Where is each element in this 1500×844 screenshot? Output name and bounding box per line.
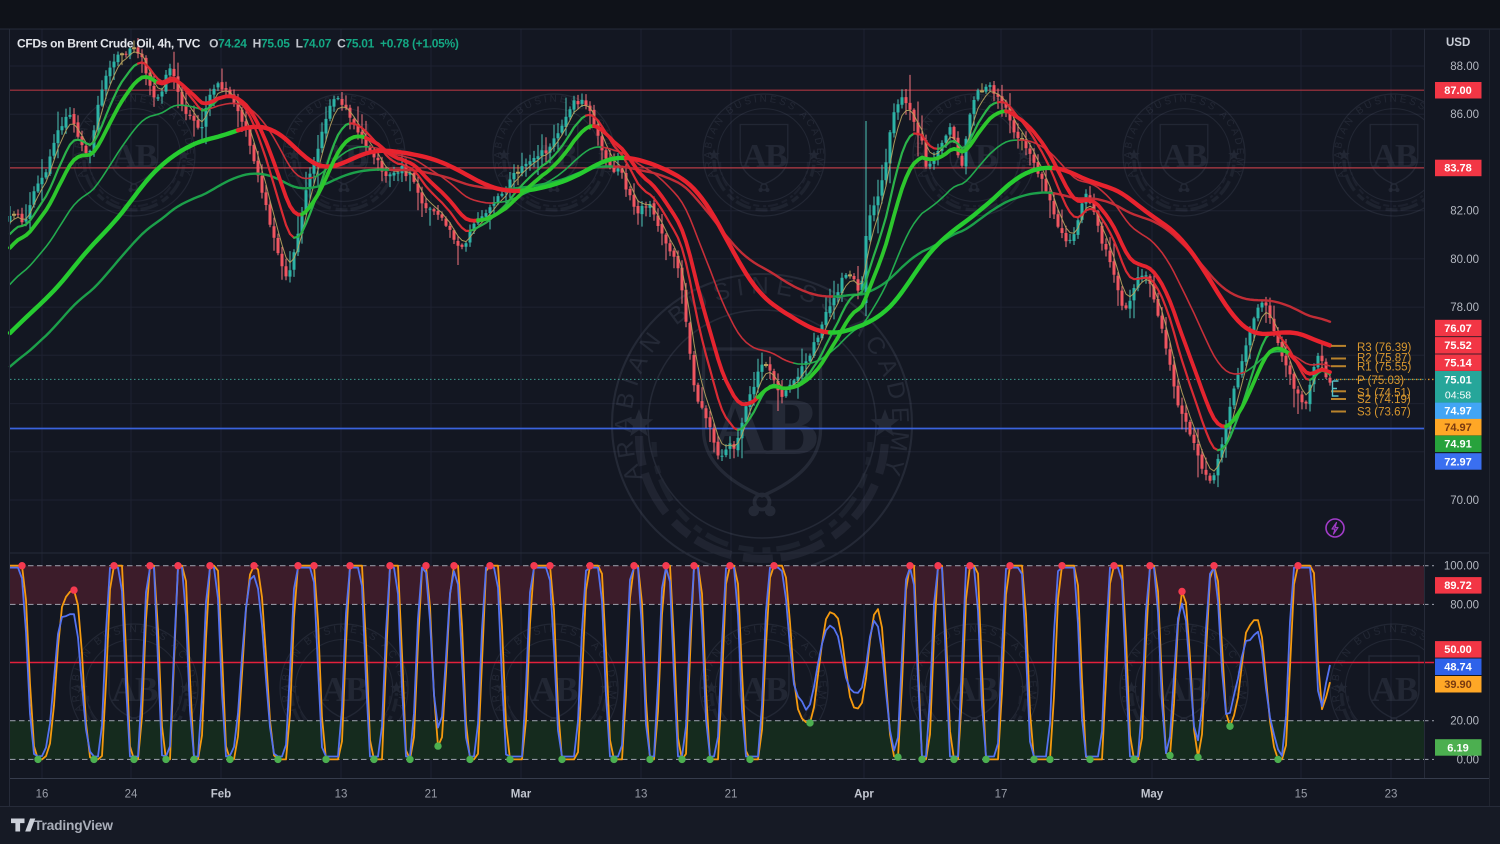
svg-text:24: 24 [125,789,138,801]
svg-text:13: 13 [335,789,348,801]
svg-text:AB: AB [1372,138,1417,175]
svg-text:15: 15 [1295,789,1308,801]
svg-text:6.19: 6.19 [1447,742,1468,754]
svg-text:AB: AB [112,670,158,709]
svg-text:AB: AB [112,138,157,175]
svg-text:100.00: 100.00 [1444,561,1479,573]
svg-text:AB: AB [1372,670,1418,709]
svg-text:Mar: Mar [511,789,532,801]
svg-text:75.14: 75.14 [1444,357,1472,369]
svg-text:76.07: 76.07 [1444,323,1472,335]
svg-text:80.00: 80.00 [1450,254,1479,266]
svg-text:S3 (73.67): S3 (73.67) [1357,407,1411,419]
svg-text:P (75.03): P (75.03) [1357,375,1404,387]
svg-text:R1 (75.55): R1 (75.55) [1357,362,1412,374]
svg-text:50.00: 50.00 [1444,644,1472,656]
svg-text:AB: AB [952,670,998,709]
svg-text:72.97: 72.97 [1444,456,1472,468]
svg-text:88.00: 88.00 [1450,61,1479,73]
svg-text:82.00: 82.00 [1450,206,1479,218]
svg-text:AB: AB [322,670,368,709]
svg-text:R3 (76.39): R3 (76.39) [1357,342,1412,354]
svg-text:17: 17 [995,789,1008,801]
svg-text:S2 (74.19): S2 (74.19) [1357,394,1411,406]
svg-text:78.00: 78.00 [1450,302,1479,314]
svg-text:04:58: 04:58 [1445,390,1471,402]
svg-text:39.90: 39.90 [1444,679,1472,691]
svg-text:83.78: 83.78 [1444,163,1472,175]
svg-text:S1 (74.51): S1 (74.51) [1357,388,1411,400]
svg-text:AB: AB [1162,670,1208,709]
svg-text:20.00: 20.00 [1450,716,1479,728]
svg-text:TradingView: TradingView [34,818,113,833]
svg-text:0.00: 0.00 [1457,754,1479,766]
svg-text:CFDs on Brent Crude Oil, 4h, T: CFDs on Brent Crude Oil, 4h, TVC O74.24 H7… [17,37,459,51]
svg-text:74.91: 74.91 [1444,439,1472,451]
svg-text:13: 13 [635,789,648,801]
svg-text:89.72: 89.72 [1444,580,1472,592]
svg-text:R2 (75.87): R2 (75.87) [1357,353,1412,365]
svg-text:16: 16 [36,789,49,801]
svg-text:74.97: 74.97 [1444,406,1472,418]
svg-text:23: 23 [1385,789,1398,801]
svg-text:87.00: 87.00 [1444,85,1472,97]
svg-text:86.00: 86.00 [1450,109,1479,121]
svg-text:AB: AB [710,381,818,472]
svg-text:80.00: 80.00 [1450,599,1479,611]
svg-text:70.00: 70.00 [1450,495,1479,507]
svg-text:74.97: 74.97 [1444,422,1472,434]
svg-text:AB: AB [1162,138,1207,175]
svg-text:USD: USD [1446,37,1470,49]
svg-text:May: May [1141,789,1164,801]
svg-text:AB: AB [742,670,788,709]
svg-text:21: 21 [425,789,438,801]
svg-text:75.52: 75.52 [1444,340,1472,352]
svg-text:Feb: Feb [211,789,231,801]
svg-text:75.01: 75.01 [1444,375,1472,387]
svg-text:AB: AB [742,138,787,175]
svg-text:48.74: 48.74 [1444,662,1472,674]
svg-text:AB: AB [952,138,997,175]
svg-text:Apr: Apr [854,789,874,801]
svg-text:21: 21 [725,789,738,801]
